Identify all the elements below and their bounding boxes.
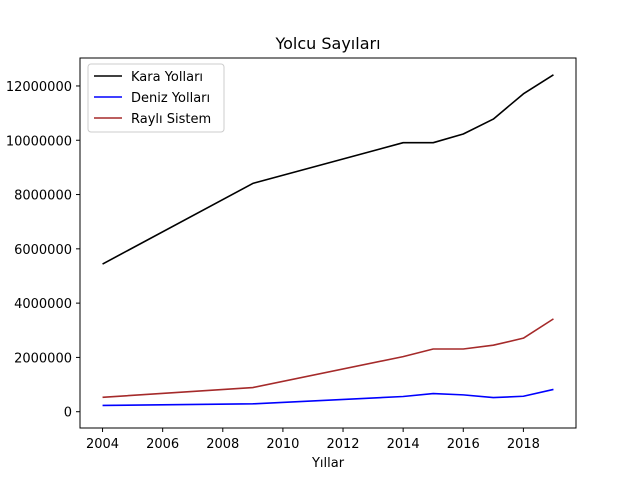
y-axis-ticks: 0 2000000 4000000 6000000 8000000 10000000 120… bbox=[6, 80, 80, 421]
series-line-2 bbox=[102, 388, 554, 407]
x-tick-label: 2018 bbox=[507, 437, 540, 452]
y-tick-label: 4000000 bbox=[14, 297, 72, 312]
y-tick-label: 2000000 bbox=[14, 351, 72, 366]
legend-label: Kara Yolları bbox=[131, 70, 203, 85]
x-tick-label: 2016 bbox=[447, 437, 480, 452]
series-line-1 bbox=[102, 74, 554, 265]
plot-lines bbox=[102, 74, 554, 407]
x-tick-label: 2010 bbox=[266, 437, 299, 452]
x-tick-label: 2014 bbox=[387, 437, 420, 452]
legend: Kara Yolları Deniz Yolları Raylı Sistem bbox=[87, 63, 225, 133]
legend-box bbox=[87, 63, 225, 133]
legend-label: Raylı Sistem bbox=[131, 112, 211, 127]
legend-label: Deniz Yolları bbox=[131, 91, 210, 106]
x-axis-ticks: 2004 2006 2008 2010 2012 2014 2016 2018 bbox=[86, 428, 540, 452]
x-tick-label: 2006 bbox=[146, 437, 179, 452]
chart-title: Yolcu Sayıları bbox=[274, 34, 380, 53]
series-line-3 bbox=[102, 318, 554, 399]
x-tick-label: 2004 bbox=[86, 437, 119, 452]
y-tick-label: 0 bbox=[64, 406, 72, 421]
x-tick-label: 2012 bbox=[326, 437, 359, 452]
x-axis-label: Yıllar bbox=[311, 456, 345, 471]
y-tick-label: 12000000 bbox=[6, 80, 72, 95]
y-tick-label: 6000000 bbox=[14, 243, 72, 258]
plot-frame bbox=[79, 57, 577, 429]
y-tick-label: 10000000 bbox=[6, 134, 72, 149]
x-tick-label: 2008 bbox=[206, 437, 239, 452]
y-tick-label: 8000000 bbox=[14, 189, 72, 204]
